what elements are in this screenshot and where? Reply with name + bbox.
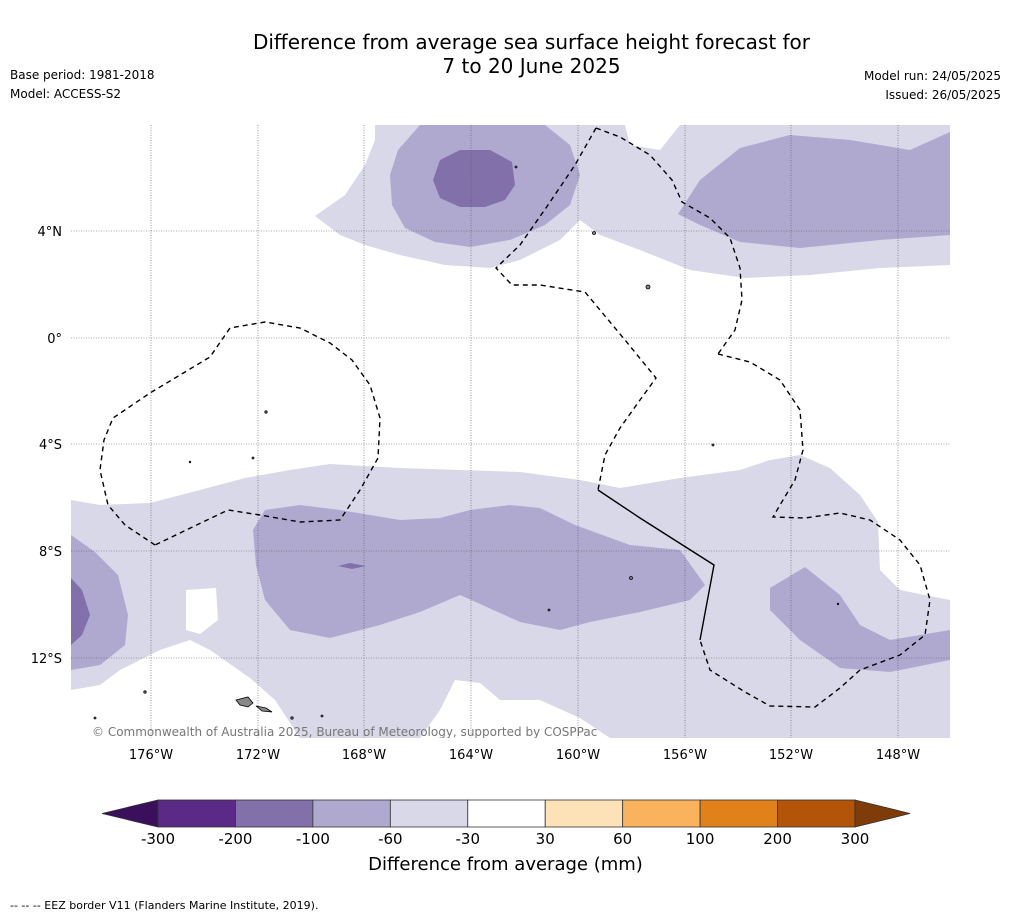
colorbar-tick-label: 60 [613,830,632,848]
colorbar-tick-label: 200 [763,830,792,848]
longitude-labels: 176°W 172°W 168°W 164°W 160°W 156°W 152°… [129,748,920,763]
lon-label-176w: 176°W [129,748,173,763]
eez-line-islands-south [699,353,931,708]
colorbar-segment [157,799,236,828]
colorbar-segment [467,799,546,828]
lon-label-148w: 148°W [876,748,920,763]
contour-dark-west [71,578,90,645]
contour-medium-north-2 [678,132,950,248]
lat-label-12s: 12°S [31,652,62,667]
colorbar-segment [544,799,624,828]
colorbar-tick-label: -300 [141,830,175,848]
latitude-labels: 4°N 0° 4°S 8°S 12°S [31,225,62,667]
colorbar-label: Difference from average (mm) [368,854,643,875]
copyright-text: © Commonwealth of Australia 2025, Bureau… [92,725,597,739]
title-line-2: 7 to 20 June 2025 [442,54,621,78]
contour-dark-north [433,150,515,207]
colorbar-segment [312,799,391,828]
contour-dark-speck [338,563,366,569]
lat-label-0: 0° [47,332,62,347]
lat-label-4n: 4°N [38,225,63,240]
model-text: Model: ACCESS-S2 [10,87,122,101]
islands [93,165,840,720]
map-plot-area: © Commonwealth of Australia 2025, Bureau… [71,125,950,739]
island-samoa-2 [255,705,273,713]
colorbar: -300 -200 -100 -60 -30 30 60 100 200 300 [101,799,911,848]
colorbar-segments [157,799,856,828]
colorbar-tick-label: -100 [296,830,330,848]
eez-borders [99,127,931,708]
eez-line-islands-north [595,127,743,355]
lon-label-168w: 168°W [342,748,386,763]
page-title: Difference from average sea surface heig… [0,30,1011,78]
lon-label-164w: 164°W [449,748,493,763]
issued-text: Issued: 26/05/2025 [885,88,1001,102]
colorbar-tick-label: 30 [536,830,555,848]
lon-label-172w: 172°W [236,748,280,763]
contour-white-pocket [186,588,218,634]
maritime-boundary-solid [597,489,715,641]
colorbar-under-arrow [101,799,159,828]
lat-label-8s: 8°S [39,545,62,560]
colorbar-over-arrow [854,799,911,828]
colorbar-segment [699,799,778,828]
colorbar-segment [389,799,469,828]
lon-label-152w: 152°W [769,748,813,763]
title-line-1: Difference from average sea surface heig… [252,30,811,54]
colorbar-segment [235,799,314,828]
lon-label-160w: 160°W [556,748,600,763]
meta-right: Model run: 24/05/2025 Issued: 26/05/2025 [864,67,1001,105]
graticule [71,125,950,738]
colorbar-tick-label: -30 [456,830,481,848]
contour-medium-west [71,535,128,670]
colorbar-tick-labels: -300 -200 -100 -60 -30 30 60 100 200 300 [141,830,869,848]
contour-medium-south-2 [770,567,950,672]
colorbar-tick-label: -200 [218,830,252,848]
lat-label-4s: 4°S [39,438,62,453]
eez-note: -- -- -- EEZ border V11 (Flanders Marine… [10,899,319,912]
colorbar-tick-label: 100 [686,830,715,848]
colorbar-tick-label: 300 [841,830,870,848]
meta-left: Base period: 1981-2018 Model: ACCESS-S2 [10,66,155,104]
colorbar-segment [622,799,701,828]
colorbar-segment [777,799,856,828]
eez-phoenix-islands [99,321,381,546]
contour-medium-south-1 [253,505,705,638]
lon-label-156w: 156°W [663,748,707,763]
colorbar-tick-label: -60 [378,830,403,848]
island-samoa-1 [235,696,254,708]
base-period-text: Base period: 1981-2018 [10,68,155,82]
model-run-text: Model run: 24/05/2025 [863,69,1001,83]
